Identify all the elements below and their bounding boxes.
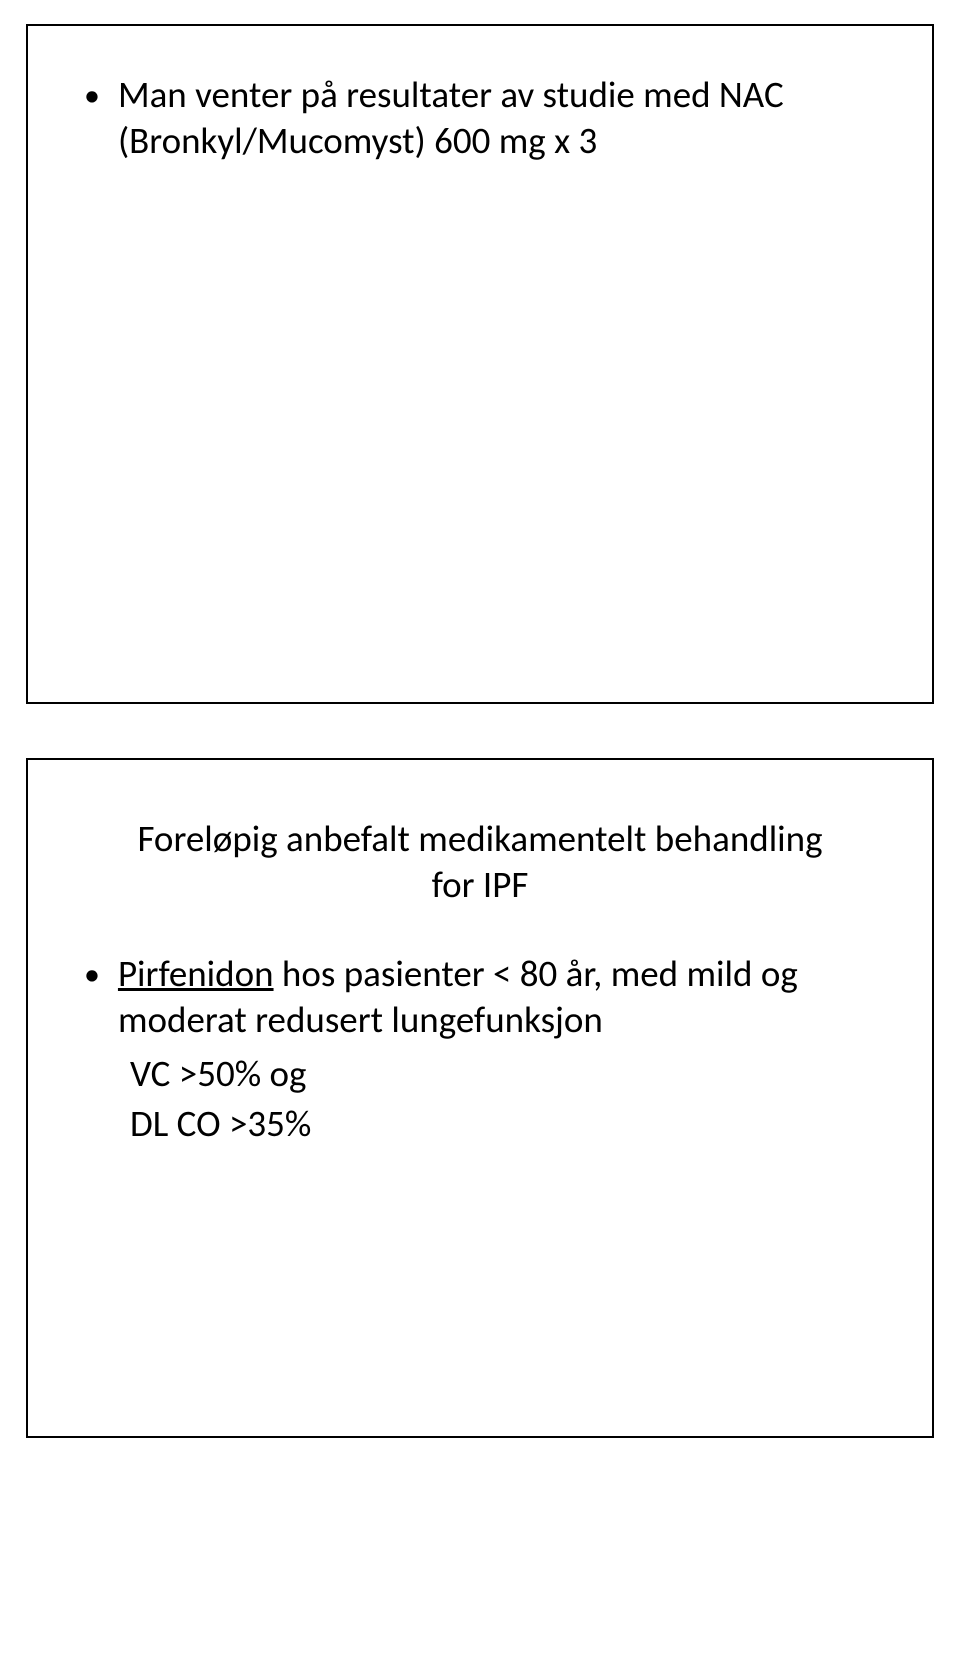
bullet-marker: • — [84, 955, 100, 995]
bullet-2-rest: hos pasienter < 80 år, med mild og — [274, 951, 798, 996]
heading-line-1: Foreløpig anbefalt medikamentelt behandl… — [137, 816, 822, 861]
sub-line-2: DL CO >35% — [130, 1099, 876, 1149]
slide-1-content: • Man venter på resultater av studie med… — [28, 26, 932, 211]
pirfenidon-underline: Pirfenidon — [118, 951, 274, 996]
bullet-2-line-2: moderat redusert lungefunksjon — [118, 997, 798, 1043]
page: • Man venter på resultater av studie med… — [0, 0, 960, 1654]
slide-1: • Man venter på resultater av studie med… — [26, 24, 934, 704]
bullet-item-2: • Pirfenidon hos pasienter < 80 år, med … — [84, 951, 876, 1044]
sub-line-1: VC >50% og — [130, 1049, 876, 1099]
bullet-1-line-2: (Bronkyl/Mucomyst) 600 mg x 3 — [118, 118, 784, 164]
slide-2: Foreløpig anbefalt medikamentelt behandl… — [26, 758, 934, 1438]
bullet-item-1: • Man venter på resultater av studie med… — [84, 72, 876, 165]
heading-line-2: for IPF — [432, 862, 529, 907]
bullet-text-wrap: Man venter på resultater av studie med N… — [118, 72, 784, 165]
slide-2-heading: Foreløpig anbefalt medikamentelt behandl… — [84, 816, 876, 909]
bullet-marker: • — [84, 76, 100, 116]
bullet-2-line-1: Pirfenidon hos pasienter < 80 år, med mi… — [118, 951, 798, 997]
slide-2-content: Foreløpig anbefalt medikamentelt behandl… — [28, 760, 932, 1189]
bullet-text-wrap: Pirfenidon hos pasienter < 80 år, med mi… — [118, 951, 798, 1044]
bullet-1-line-1: Man venter på resultater av studie med N… — [118, 72, 784, 118]
